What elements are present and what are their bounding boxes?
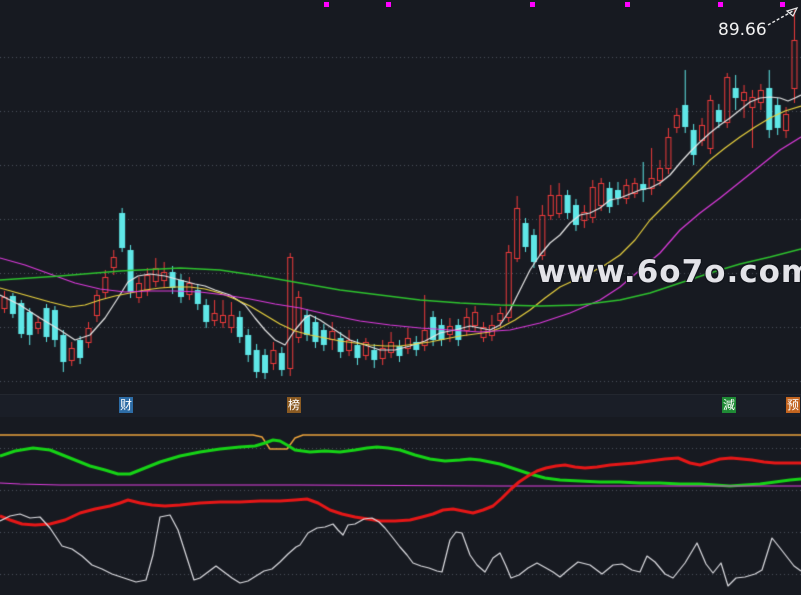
tab-badge-cai[interactable]: 财 (119, 397, 134, 413)
tab-badge-bang[interactable]: 榜 (287, 397, 302, 413)
signal-dot (780, 2, 785, 7)
function-tab-strip: 财 榜 減 预 (0, 394, 801, 418)
price-arrow-icon (767, 7, 799, 26)
tab-badge-jian[interactable]: 減 (722, 397, 737, 413)
signal-dot (530, 2, 535, 7)
tab-badge-yu[interactable]: 预 (786, 397, 801, 413)
candlestick-panel[interactable] (0, 0, 801, 394)
watermark: www.6o7o.com (537, 254, 801, 290)
signal-dot (324, 2, 329, 7)
latest-price-label: 89.66 (718, 20, 767, 40)
signal-dot (718, 2, 723, 7)
signal-dot (625, 2, 630, 7)
signal-dot (386, 2, 391, 7)
indicator-panel[interactable] (0, 417, 801, 595)
